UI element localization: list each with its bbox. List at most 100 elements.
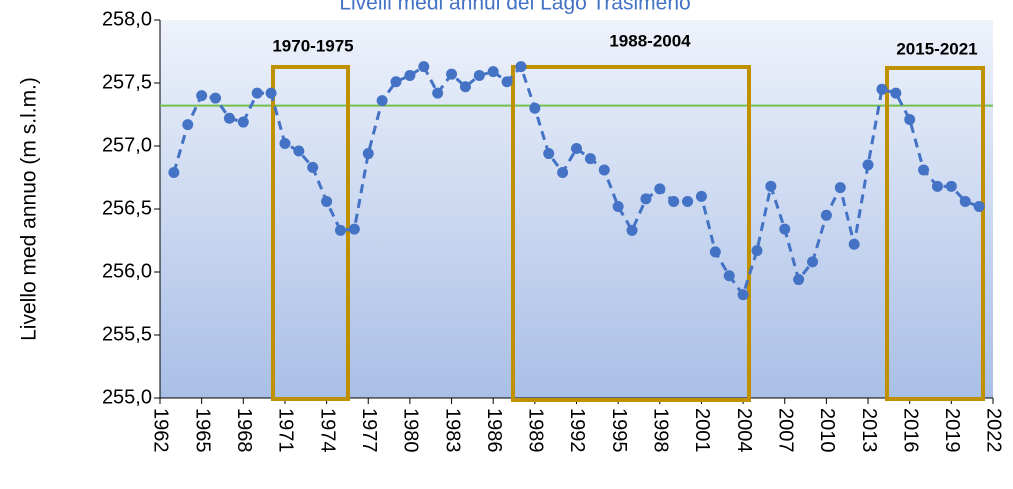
x-tick-label: 1995 [608,408,630,453]
data-point [931,180,943,192]
data-point [446,68,458,80]
annotation-label: 1988-2004 [609,31,691,50]
annotation-label: 1970-1975 [272,36,353,55]
data-point [515,61,527,73]
data-point [751,245,763,257]
data-point [543,148,555,160]
data-point [210,92,222,104]
y-tick-label: 257,0 [102,134,152,156]
data-point [848,238,860,250]
data-point [293,145,305,157]
data-point [584,153,596,165]
x-tick-label: 1983 [441,408,463,453]
x-tick-label: 1998 [650,408,672,453]
data-point [654,183,666,195]
x-tick-label: 2022 [983,408,1005,453]
y-tick-label: 256,0 [102,260,152,282]
data-point [876,83,888,95]
data-point [793,274,805,286]
data-line [172,63,980,298]
data-point [890,87,902,99]
x-tick-label: 2004 [733,408,755,453]
x-tick-label: 1986 [483,408,505,453]
x-tick-label: 2016 [899,408,921,453]
data-point [321,195,333,207]
x-tick-label: 1974 [316,408,338,453]
data-point [182,119,194,131]
data-point [376,95,388,107]
data-point [348,223,360,235]
data-point [834,182,846,194]
data-point [737,289,749,301]
annotation-box [885,66,985,401]
data-point [473,69,485,81]
data-point [612,200,624,212]
data-point [529,102,541,114]
data-point [251,87,263,99]
data-point [432,87,444,99]
x-tick-label: 2010 [816,408,838,453]
data-point [640,193,652,205]
data-point [918,164,930,176]
data-point [168,166,180,178]
data-point [765,180,777,192]
data-point [695,190,707,202]
y-tick-label: 257,5 [102,71,152,93]
data-point [571,143,582,155]
data-point [626,224,638,236]
data-point [237,116,249,128]
data-point [973,200,985,212]
chart-title: Livelli medi annui del Lago Trasimeno [339,0,690,15]
x-tick-label: 1992 [566,408,588,453]
x-tick-label: 2013 [858,408,880,453]
data-point [404,69,416,81]
data-point [945,180,957,192]
data-point [807,256,819,268]
y-tick-label: 255,5 [102,323,152,345]
data-point [279,137,291,149]
data-point [362,148,374,160]
data-point [598,164,610,176]
data-point [557,166,569,178]
data-point [820,209,832,221]
x-tick-label: 1968 [233,408,255,453]
data-point [779,223,791,235]
plot-area [160,20,993,398]
annotation-box [511,65,751,402]
x-tick-label: 2007 [774,408,796,453]
y-tick-label: 256,5 [102,197,152,219]
data-point [265,87,277,99]
data-point [668,195,680,207]
x-tick-label: 1980 [400,408,422,453]
data-point [459,81,471,93]
y-axis-label: Livello med annuo (m s.l.m.) [18,77,41,341]
annotation-label: 2015-2021 [896,39,977,58]
data-point [723,270,735,282]
data-point [862,159,874,171]
y-tick-label: 258,0 [102,8,152,30]
x-tick-label: 1965 [191,408,213,453]
x-tick-label: 1989 [525,408,547,453]
data-point [682,195,694,207]
data-point [501,76,513,88]
data-point [223,112,235,124]
data-point [334,224,346,236]
data-point [959,195,971,207]
x-tick-label: 2019 [941,408,963,453]
x-tick-label: 1977 [358,408,380,453]
annotation-box [271,65,350,401]
data-point [196,90,208,102]
data-point [390,76,402,88]
x-tick-label: 2001 [691,408,713,453]
data-point [487,66,499,78]
x-tick-label: 1971 [275,408,297,453]
data-point [307,161,319,173]
x-tick-label: 1962 [150,408,172,453]
data-point [709,246,721,258]
y-tick-label: 255,0 [102,386,152,408]
data-point [418,61,430,73]
annotation-boxes [271,65,985,402]
data-point [904,114,916,126]
